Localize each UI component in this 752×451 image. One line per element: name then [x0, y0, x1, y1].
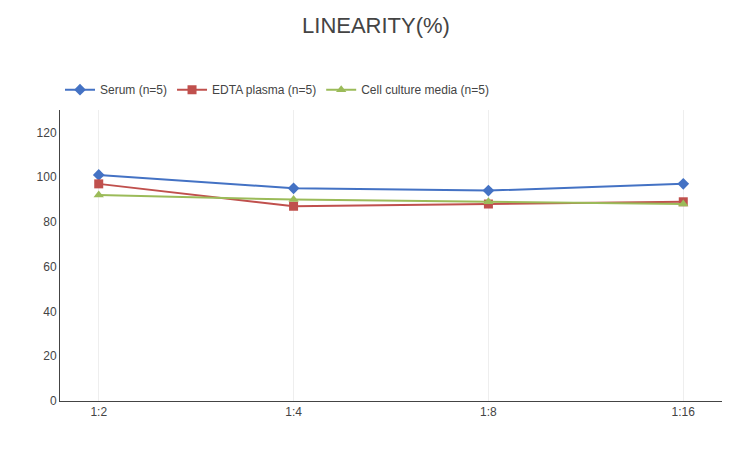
svg-text:LINEARITY(%): LINEARITY(%)	[302, 13, 450, 38]
svg-text:Cell culture media (n=5): Cell culture media (n=5)	[361, 83, 489, 97]
svg-text:1:2: 1:2	[90, 405, 107, 419]
svg-text:80: 80	[43, 215, 57, 229]
svg-text:120: 120	[37, 126, 57, 140]
svg-text:40: 40	[43, 305, 57, 319]
svg-text:1:8: 1:8	[480, 405, 497, 419]
svg-text:60: 60	[43, 260, 57, 274]
svg-text:100: 100	[37, 170, 57, 184]
svg-text:1:16: 1:16	[672, 405, 696, 419]
svg-text:0: 0	[50, 394, 57, 408]
svg-text:1:4: 1:4	[285, 405, 302, 419]
svg-text:Serum (n=5): Serum (n=5)	[100, 83, 167, 97]
svg-text:EDTA plasma (n=5): EDTA plasma (n=5)	[212, 83, 316, 97]
svg-text:20: 20	[43, 349, 57, 363]
